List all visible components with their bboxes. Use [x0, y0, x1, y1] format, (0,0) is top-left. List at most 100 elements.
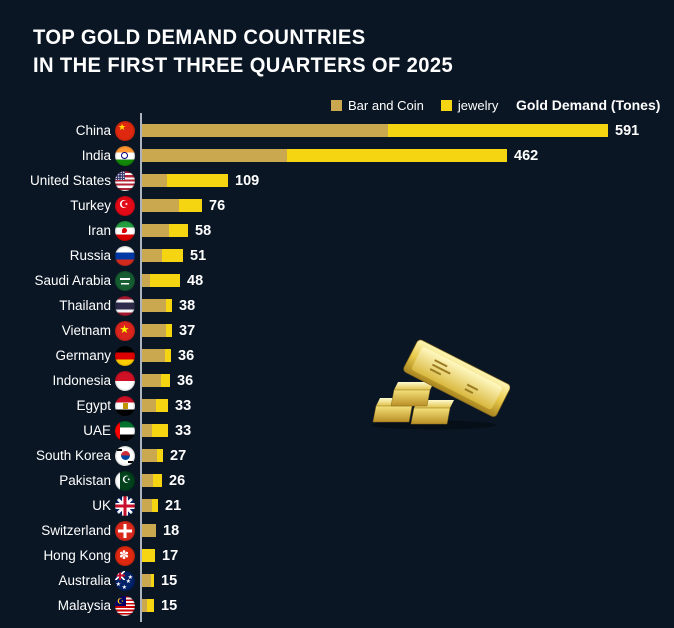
- value-label: 38: [179, 297, 196, 314]
- value-label: 27: [170, 447, 187, 464]
- y-axis-line: [140, 113, 142, 622]
- chart-row-south-korea: South Korea 27: [0, 443, 674, 468]
- legend: Bar and Coin jewelry: [331, 98, 515, 113]
- vietnam-flag-icon: [115, 320, 135, 341]
- stacked-bar: [142, 549, 155, 562]
- chart-row-switzerland: Switzerland 18: [0, 518, 674, 543]
- saudi-arabia-flag-icon: [115, 270, 135, 291]
- chart-row-malaysia: Malaysia 15: [0, 593, 674, 618]
- country-label: Vietnam: [61, 323, 111, 338]
- bar-and-coin-segment: [142, 399, 156, 412]
- australia-flag-icon: [115, 570, 135, 591]
- stacked-bar: [142, 474, 162, 487]
- germany-flag-icon: [115, 345, 135, 366]
- jewelry-segment: [156, 399, 168, 412]
- chart-row-uae: UAE 33: [0, 418, 674, 443]
- country-label: United States: [29, 173, 111, 188]
- legend-item-jewelry: jewelry: [440, 98, 499, 113]
- chart-row-pakistan: Pakistan 26: [0, 468, 674, 493]
- bar-and-coin-segment: [142, 524, 156, 537]
- bar-and-coin-segment: [142, 449, 157, 462]
- bar-and-coin-segment: [142, 174, 167, 187]
- stacked-bar: [142, 599, 154, 612]
- chart-row-thailand: Thailand 38: [0, 293, 674, 318]
- bar-and-coin-segment: [142, 599, 147, 612]
- bar-and-coin-segment: [142, 149, 287, 162]
- country-label: UAE: [83, 423, 111, 438]
- value-label: 591: [615, 122, 640, 139]
- chart-row-uk: UK 21: [0, 493, 674, 518]
- chart-row-australia: Australia 15: [0, 568, 674, 593]
- jewelry-segment: [166, 324, 172, 337]
- value-label: 33: [175, 397, 192, 414]
- country-label: Australia: [58, 573, 111, 588]
- indonesia-flag-icon: [115, 370, 135, 391]
- chart-row-united-states: United States 109: [0, 168, 674, 193]
- stacked-bar: [142, 349, 171, 362]
- hong-kong-flag-icon: [115, 545, 135, 566]
- thailand-flag-icon: [115, 295, 135, 316]
- jewelry-segment: [150, 274, 180, 287]
- stacked-bar: [142, 399, 168, 412]
- legend-label: jewelry: [457, 98, 499, 113]
- stacked-bar: [142, 574, 154, 587]
- jewelry-swatch-icon: [440, 100, 452, 111]
- value-label: 17: [162, 547, 179, 564]
- stacked-bar: [142, 174, 228, 187]
- stacked-bar: [142, 199, 202, 212]
- chart-row-india: India 462: [0, 143, 674, 168]
- jewelry-segment: [167, 174, 228, 187]
- jewelry-segment: [165, 349, 171, 362]
- country-label: Germany: [55, 348, 111, 363]
- turkey-flag-icon: [115, 195, 135, 216]
- china-flag-icon: [115, 120, 135, 141]
- chart-row-turkey: Turkey 76: [0, 193, 674, 218]
- jewelry-segment: [161, 374, 170, 387]
- country-label: South Korea: [35, 448, 111, 463]
- value-label: 58: [195, 222, 212, 239]
- value-label: 21: [165, 497, 182, 514]
- bar-and-coin-segment: [142, 349, 165, 362]
- bar-and-coin-segment: [142, 574, 151, 587]
- bar-and-coin-segment: [142, 199, 179, 212]
- bar-and-coin-segment: [142, 424, 152, 437]
- value-label: 109: [235, 172, 260, 189]
- pakistan-flag-icon: [115, 470, 135, 491]
- value-label: 33: [175, 422, 192, 439]
- value-label: 36: [177, 372, 194, 389]
- value-label: 26: [169, 472, 186, 489]
- chart-row-hong-kong: Hong Kong 17: [0, 543, 674, 568]
- stacked-bar: [142, 324, 172, 337]
- stacked-bar: [142, 149, 507, 162]
- bar-and-coin-segment: [142, 249, 162, 262]
- jewelry-segment: [162, 249, 183, 262]
- value-label: 36: [178, 347, 195, 364]
- chart-rows: China 591 India 462 United States 109 Turkey 76…: [0, 118, 674, 618]
- jewelry-segment: [287, 149, 507, 162]
- stacked-bar: [142, 124, 608, 137]
- stacked-bar: [142, 374, 170, 387]
- bar-and-coin-segment: [142, 374, 161, 387]
- page-title: TOP GOLD DEMAND COUNTRIES IN THE FIRST T…: [33, 24, 453, 80]
- chart-row-indonesia: Indonesia 36: [0, 368, 674, 393]
- chart-row-egypt: Egypt 33: [0, 393, 674, 418]
- switzerland-flag-icon: [115, 520, 135, 541]
- jewelry-segment: [152, 424, 168, 437]
- uk-flag-icon: [115, 495, 135, 516]
- country-label: Pakistan: [59, 473, 111, 488]
- country-label: UK: [92, 498, 111, 513]
- value-label: 51: [190, 247, 207, 264]
- malaysia-flag-icon: [115, 595, 135, 616]
- bar-and-coin-segment: [142, 274, 150, 287]
- axis-title: Gold Demand (Tones): [516, 97, 661, 113]
- uae-flag-icon: [115, 420, 135, 441]
- gold-bars-illustration-icon: [372, 339, 510, 430]
- bar-and-coin-segment: [142, 499, 152, 512]
- stacked-bar: [142, 424, 168, 437]
- egypt-flag-icon: [115, 395, 135, 416]
- stacked-bar: [142, 499, 158, 512]
- chart-row-germany: Germany 36: [0, 343, 674, 368]
- value-label: 76: [209, 197, 226, 214]
- jewelry-segment: [142, 549, 155, 562]
- india-flag-icon: [115, 145, 135, 166]
